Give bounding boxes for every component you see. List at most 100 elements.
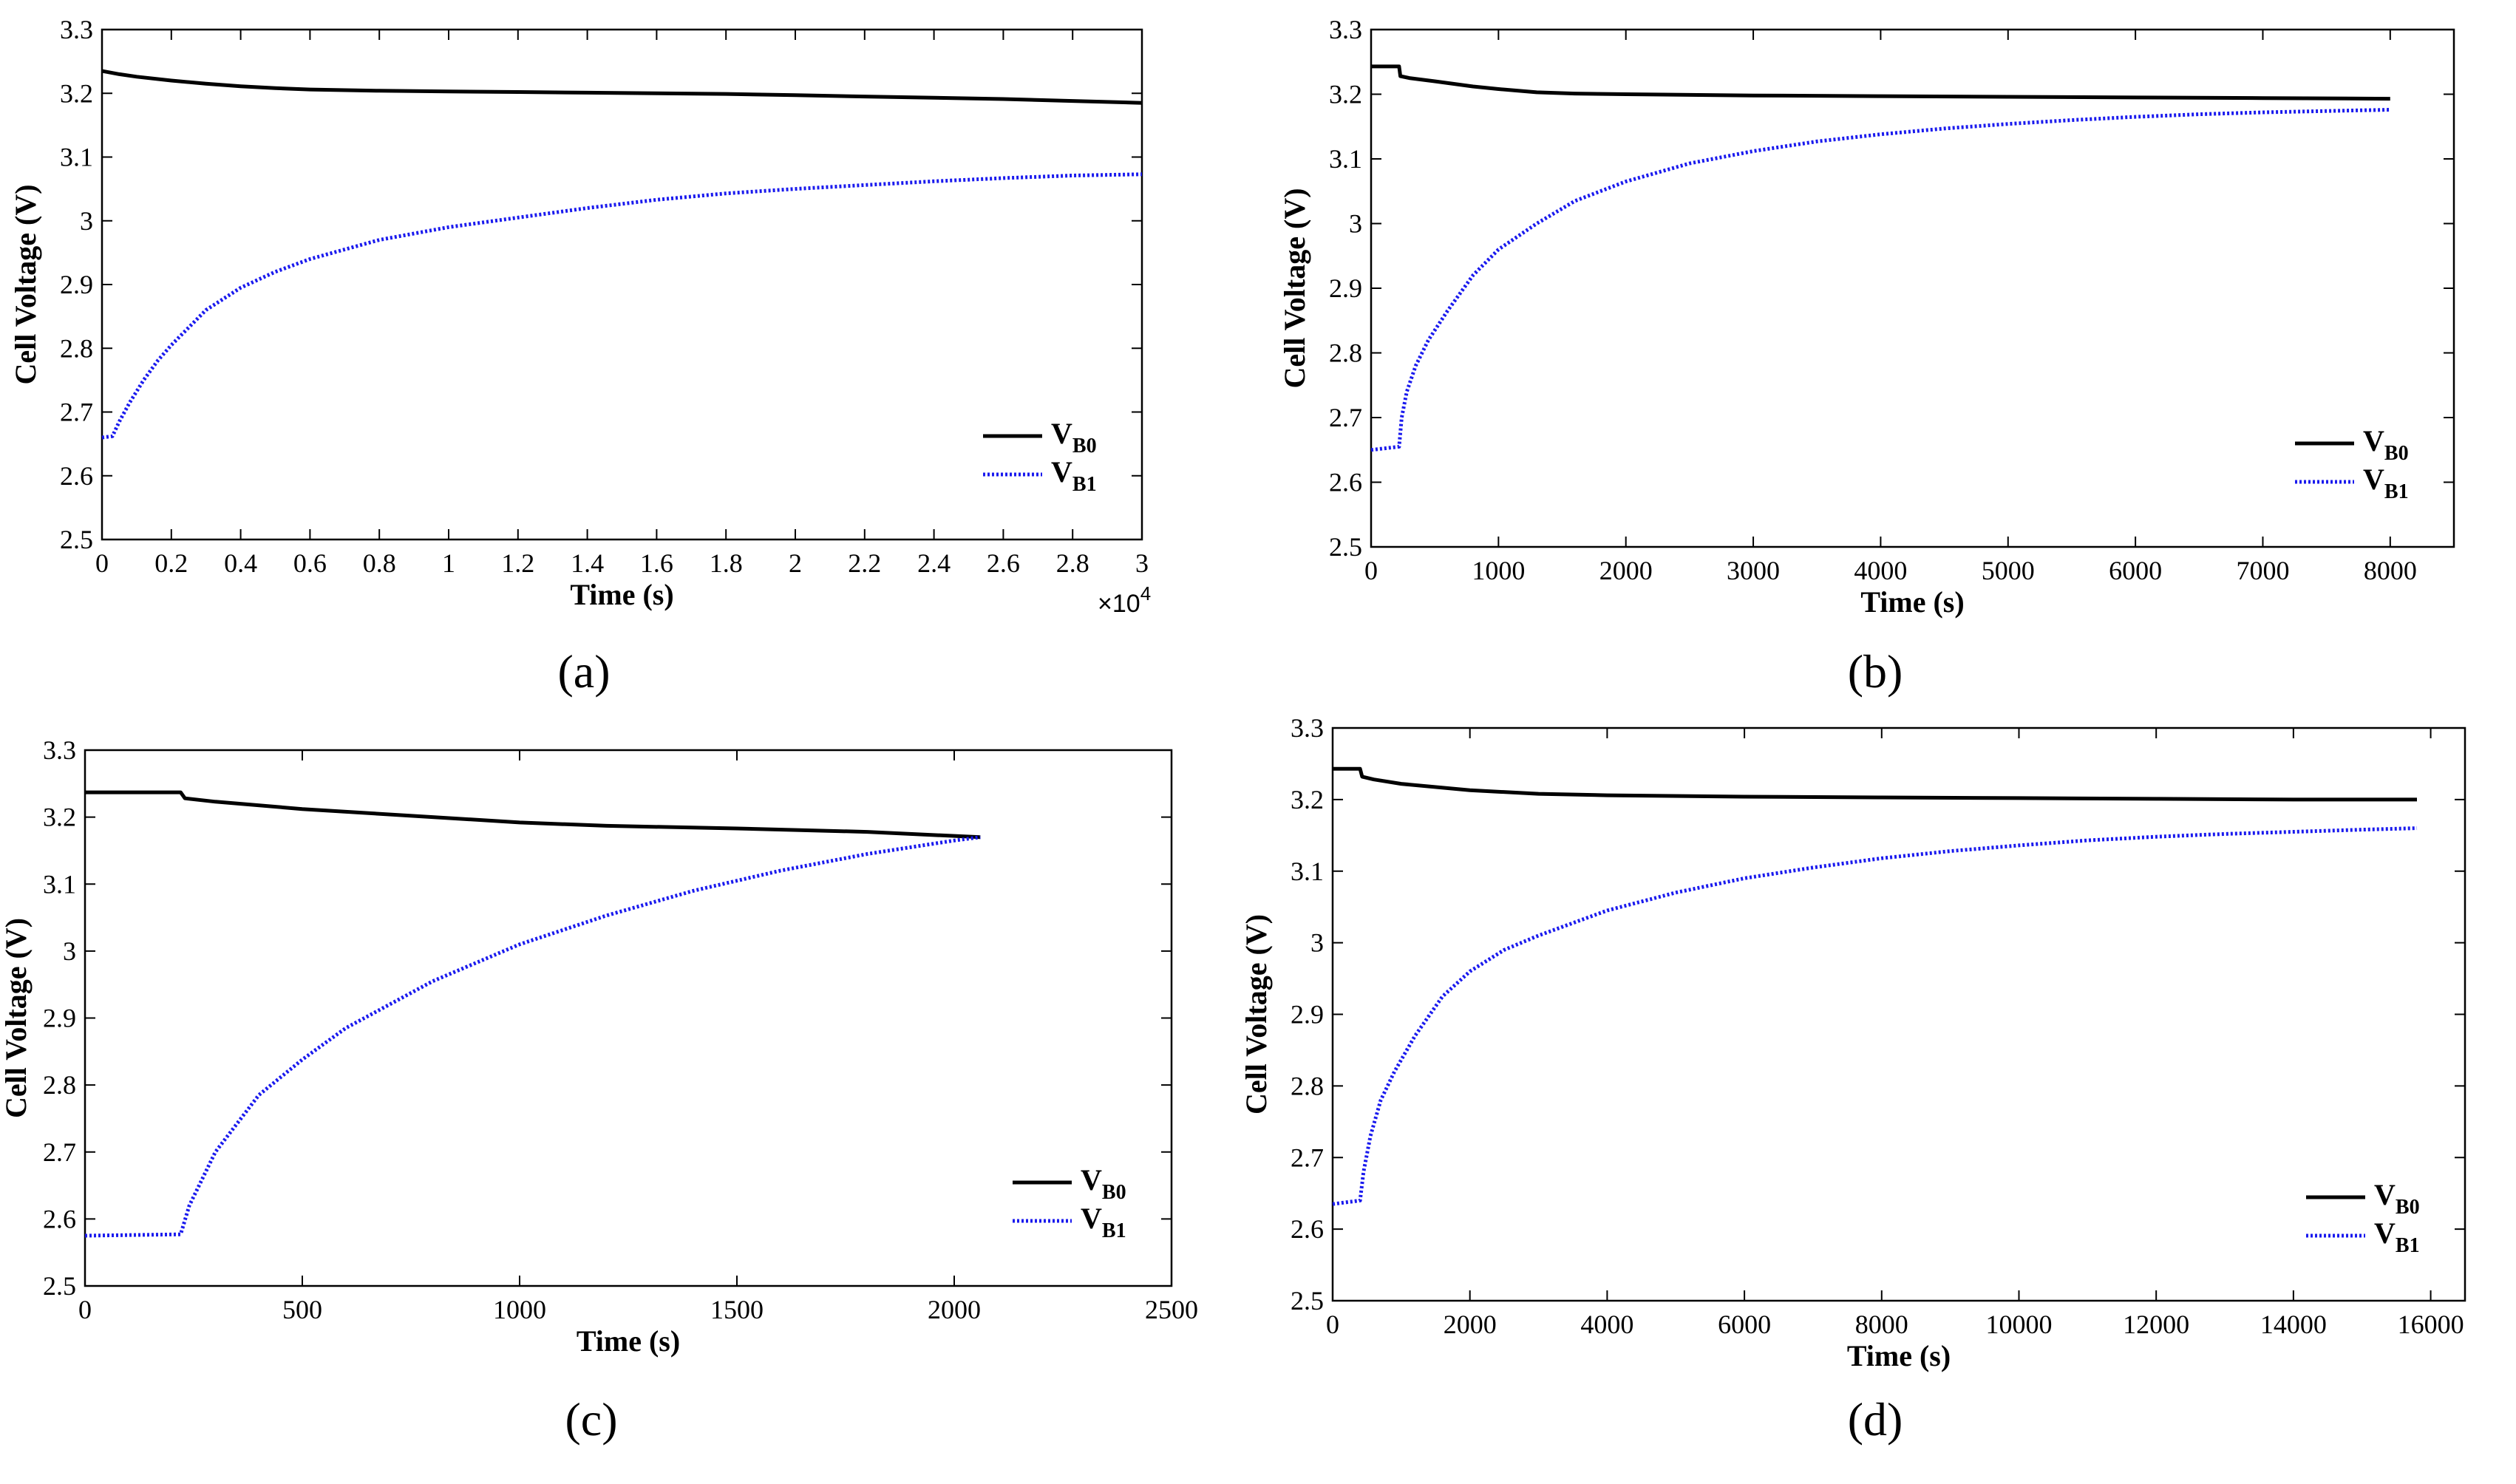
y-axis-label: Cell Voltage (V) [9, 184, 42, 384]
y-axis-label: Cell Voltage (V) [1278, 188, 1311, 388]
x-tick-label: 1 [442, 548, 455, 578]
legend-label: VB0 [2374, 1178, 2420, 1219]
legend-label: VB1 [2363, 463, 2409, 503]
chart-panel-0: 0 0.2 0.4 0.6 0.8 1 1.2 1.4 1.6 1.8 2 2.2 2.4 2.6 2.8 3… [9, 15, 1151, 698]
x-tick-label: 4000 [1854, 556, 1907, 585]
series-line-vb0 [1371, 64, 2390, 101]
y-tick-label: 2.8 [60, 333, 93, 363]
y-tick-label: 2.9 [1329, 273, 1362, 303]
x-tick-label: 0 [1364, 556, 1378, 585]
series-line-vb0 [1333, 766, 2417, 802]
y-axis-label: Cell Voltage (V) [0, 918, 33, 1118]
y-tick-label: 2.6 [1329, 468, 1362, 497]
chart-panel-3: 0 2000 4000 6000 8000 10000 12000 14000 16000 2.5… [1240, 713, 2466, 1446]
y-axis-label: Cell Voltage (V) [1240, 914, 1273, 1114]
y-tick-label: 2.6 [60, 461, 93, 491]
x-tick-label: 2.4 [917, 548, 951, 578]
y-tick-label: 3.3 [60, 15, 93, 44]
y-tick-label: 2.8 [43, 1070, 76, 1100]
x-tick-label: 0 [95, 548, 109, 578]
x-tick-label: 5000 [1982, 556, 2035, 585]
chart-panel-2: 0 500 1000 1500 2000 2500 2.5 2.6 2.7 2.8 2.9 3 3.1 3… [0, 735, 1198, 1446]
x-tick-label: 1.2 [501, 548, 534, 578]
chart-panel-1: 0 1000 2000 3000 4000 5000 6000 7000 8000 2.5 2.6 2… [1278, 15, 2455, 698]
panel-caption: (c) [565, 1393, 617, 1446]
y-tick-label: 3.3 [43, 735, 76, 765]
y-tick-label: 2.5 [1291, 1286, 1324, 1315]
y-tick-label: 3.1 [1329, 144, 1362, 174]
x-tick-label: 0.4 [224, 548, 257, 578]
x-tick-label: 2500 [1145, 1295, 1198, 1324]
legend-label: VB0 [1051, 417, 1097, 457]
y-tick-label: 2.6 [1291, 1214, 1324, 1244]
x-tick-label: 2.2 [848, 548, 881, 578]
x-tick-label: 2000 [1599, 556, 1653, 585]
y-tick-label: 2.9 [1291, 1000, 1324, 1029]
x-tick-label: 3000 [1727, 556, 1780, 585]
legend-label: VB0 [1081, 1163, 1126, 1204]
panel-caption: (a) [557, 645, 610, 698]
y-tick-label: 2.6 [43, 1204, 76, 1233]
x-tick-label: 2 [789, 548, 802, 578]
y-tick-label: 2.7 [60, 398, 93, 427]
series-line-vb0 [85, 790, 981, 840]
y-tick-label: 3 [80, 206, 93, 236]
x-axis-label: Time (s) [577, 1324, 680, 1358]
x-tick-label: 6000 [2109, 556, 2162, 585]
legend-label: VB0 [2363, 424, 2409, 465]
x-tick-label: 1.4 [571, 548, 604, 578]
x-tick-label: 14000 [2260, 1310, 2327, 1339]
legend-label: VB1 [1081, 1202, 1126, 1242]
x-tick-label: 1.8 [710, 548, 743, 578]
x-tick-label: 0.6 [293, 548, 327, 578]
x-tick-label: 1000 [493, 1295, 546, 1324]
x-tick-label: 1000 [1472, 556, 1525, 585]
x-tick-label: 1.6 [640, 548, 673, 578]
y-tick-label: 3.3 [1329, 15, 1362, 44]
x-tick-label: 3 [1135, 548, 1149, 578]
x-axis-label: Time (s) [1860, 585, 1964, 619]
x-axis-label: Time (s) [1847, 1339, 1951, 1372]
y-tick-label: 3.3 [1291, 713, 1324, 743]
x-tick-label: 2000 [928, 1295, 981, 1324]
y-tick-label: 2.5 [60, 525, 93, 554]
y-tick-label: 3.2 [43, 803, 76, 832]
panels: 0 0.2 0.4 0.6 0.8 1 1.2 1.4 1.6 1.8 2 2.2 2.4 2.6 2.8 3… [0, 15, 2466, 1446]
y-tick-label: 2.5 [43, 1271, 76, 1301]
y-tick-label: 2.5 [1329, 532, 1362, 562]
y-tick-label: 3 [1310, 928, 1324, 958]
y-tick-label: 2.9 [43, 1004, 76, 1033]
x-tick-label: 2000 [1444, 1310, 1497, 1339]
x-tick-label: 8000 [1855, 1310, 1908, 1339]
series-line-vb1 [1370, 108, 2390, 452]
y-tick-label: 3.2 [1329, 80, 1362, 109]
series-line-vb0 [101, 69, 1143, 105]
x-tick-label: 8000 [2364, 556, 2417, 585]
x-tick-label: 500 [282, 1295, 322, 1324]
y-tick-label: 2.8 [1291, 1071, 1324, 1100]
y-tick-label: 2.8 [1329, 338, 1362, 368]
x-tick-label: 2.8 [1056, 548, 1089, 578]
y-tick-label: 3 [1349, 209, 1362, 239]
x-tick-label: 10000 [1985, 1310, 2052, 1339]
y-tick-label: 2.9 [60, 270, 93, 299]
x-tick-label: 4000 [1580, 1310, 1633, 1339]
panel-caption: (d) [1848, 1393, 1903, 1446]
x-tick-label: 16000 [2398, 1310, 2464, 1339]
x-tick-label: 0.2 [154, 548, 188, 578]
y-tick-label: 3.1 [60, 143, 93, 172]
x-multiplier: ×104 [1098, 582, 1151, 618]
y-tick-label: 3.2 [1291, 785, 1324, 814]
y-tick-label: 3.1 [1291, 857, 1324, 886]
y-tick-label: 2.7 [1329, 403, 1362, 432]
y-tick-label: 3.1 [43, 869, 76, 899]
y-tick-label: 3.2 [60, 78, 93, 108]
x-tick-label: 12000 [2123, 1310, 2189, 1339]
panel-caption: (b) [1848, 645, 1903, 698]
legend-label: VB1 [2374, 1216, 2420, 1257]
x-axis-label: Time (s) [570, 578, 673, 611]
x-tick-label: 7000 [2236, 556, 2289, 585]
y-tick-label: 2.7 [43, 1137, 76, 1167]
x-tick-label: 2.6 [987, 548, 1020, 578]
